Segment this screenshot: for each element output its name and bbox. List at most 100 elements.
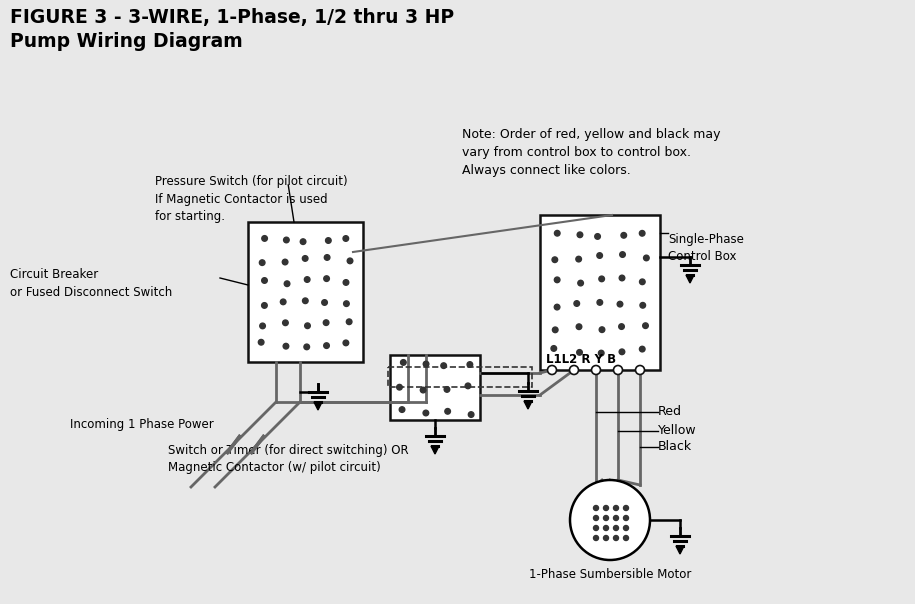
Circle shape <box>280 299 286 304</box>
Circle shape <box>623 515 629 521</box>
Bar <box>540 215 660 370</box>
Circle shape <box>324 343 329 349</box>
Circle shape <box>613 525 619 530</box>
Circle shape <box>285 281 290 286</box>
Circle shape <box>643 255 649 261</box>
Circle shape <box>591 365 600 374</box>
Circle shape <box>343 236 349 242</box>
Circle shape <box>553 327 558 333</box>
Circle shape <box>262 278 267 283</box>
Text: Incoming 1 Phase Power: Incoming 1 Phase Power <box>70 418 214 431</box>
Polygon shape <box>314 402 322 410</box>
Circle shape <box>445 408 450 414</box>
Text: 1-Phase Sumbersible Motor: 1-Phase Sumbersible Motor <box>529 568 691 581</box>
Circle shape <box>259 260 265 265</box>
Circle shape <box>468 412 474 417</box>
Circle shape <box>613 365 622 374</box>
Circle shape <box>574 301 579 306</box>
Circle shape <box>262 236 267 241</box>
Circle shape <box>551 345 556 352</box>
Text: Pump Wiring Diagram: Pump Wiring Diagram <box>10 32 242 51</box>
Bar <box>388 367 532 387</box>
Text: Yellow: Yellow <box>658 424 696 437</box>
Circle shape <box>597 300 603 305</box>
Circle shape <box>441 363 447 368</box>
Circle shape <box>604 525 608 530</box>
Circle shape <box>322 300 328 305</box>
Text: Note: Order of red, yellow and black may
vary from control box to control box.
A: Note: Order of red, yellow and black may… <box>462 128 720 177</box>
Circle shape <box>284 237 289 243</box>
Text: Switch or Timer (for direct switching) OR
Magnetic Contactor (w/ pilot circuit): Switch or Timer (for direct switching) O… <box>168 444 409 475</box>
Text: Black: Black <box>658 440 692 454</box>
Circle shape <box>595 234 600 239</box>
Circle shape <box>303 298 308 304</box>
Polygon shape <box>524 401 532 409</box>
Circle shape <box>640 279 645 284</box>
Circle shape <box>324 276 329 281</box>
Circle shape <box>619 349 625 355</box>
Circle shape <box>305 277 310 282</box>
Circle shape <box>343 280 349 285</box>
Circle shape <box>467 362 473 367</box>
Circle shape <box>599 276 605 281</box>
Circle shape <box>640 346 645 352</box>
Circle shape <box>547 365 556 374</box>
Circle shape <box>552 257 557 263</box>
Circle shape <box>570 480 650 560</box>
Circle shape <box>444 387 450 392</box>
Circle shape <box>613 515 619 521</box>
Circle shape <box>258 339 264 345</box>
Circle shape <box>594 525 598 530</box>
Circle shape <box>576 324 582 330</box>
Circle shape <box>623 506 629 510</box>
Circle shape <box>262 303 267 308</box>
Circle shape <box>260 323 265 329</box>
Circle shape <box>324 255 330 260</box>
Polygon shape <box>431 446 439 454</box>
Circle shape <box>597 252 602 259</box>
Bar <box>390 355 480 420</box>
Text: L1L2 R Y B: L1L2 R Y B <box>546 353 616 366</box>
Circle shape <box>618 301 623 307</box>
Circle shape <box>397 384 403 390</box>
Circle shape <box>304 344 309 350</box>
Circle shape <box>594 536 598 541</box>
Circle shape <box>640 303 646 308</box>
Circle shape <box>399 406 404 413</box>
Circle shape <box>594 506 598 510</box>
Circle shape <box>347 319 352 324</box>
Circle shape <box>465 383 470 388</box>
Circle shape <box>599 327 605 332</box>
Polygon shape <box>686 275 694 283</box>
Circle shape <box>619 252 625 257</box>
Circle shape <box>604 515 608 521</box>
Circle shape <box>636 365 644 374</box>
Circle shape <box>305 323 310 329</box>
Circle shape <box>401 359 406 365</box>
Text: Red: Red <box>658 405 682 419</box>
Circle shape <box>642 323 649 329</box>
Circle shape <box>576 350 582 355</box>
Circle shape <box>613 536 619 541</box>
Circle shape <box>576 256 581 262</box>
Text: Single-Phase
Control Box: Single-Phase Control Box <box>668 233 744 263</box>
Circle shape <box>554 231 560 236</box>
Circle shape <box>604 536 608 541</box>
Circle shape <box>578 280 584 286</box>
Circle shape <box>623 525 629 530</box>
Circle shape <box>326 238 331 243</box>
Circle shape <box>619 275 625 281</box>
Circle shape <box>619 324 624 329</box>
Circle shape <box>554 304 560 310</box>
Circle shape <box>283 344 289 349</box>
Circle shape <box>424 361 429 367</box>
Circle shape <box>640 231 645 236</box>
Circle shape <box>420 387 425 393</box>
Polygon shape <box>676 546 684 554</box>
Circle shape <box>300 239 306 245</box>
Circle shape <box>594 515 598 521</box>
Circle shape <box>554 277 560 283</box>
Circle shape <box>577 232 583 237</box>
Circle shape <box>598 350 604 356</box>
Bar <box>248 222 363 362</box>
